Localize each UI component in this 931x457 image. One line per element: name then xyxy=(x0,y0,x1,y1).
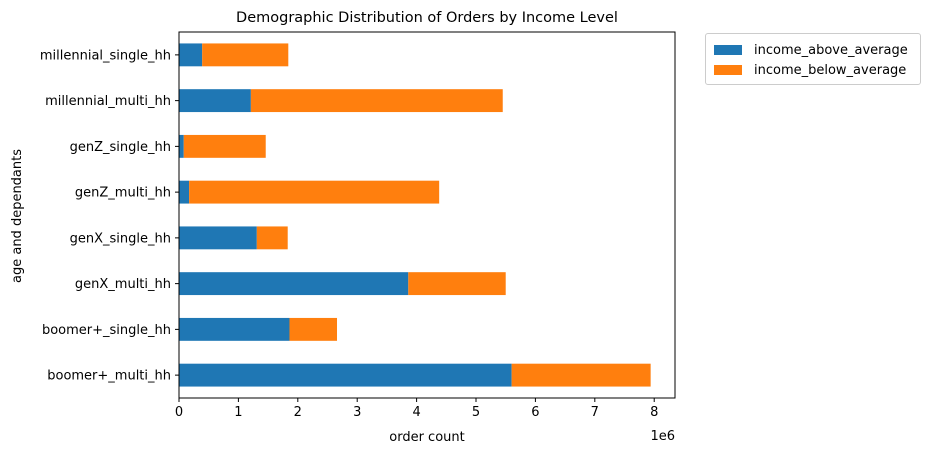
x-tick-label: 7 xyxy=(591,405,599,420)
bar-income-above-average-millennial-multi-hh xyxy=(179,89,251,113)
bar-income-below-average-genz-single-hh xyxy=(183,134,266,158)
y-tick-label: boomer+_single_hh xyxy=(42,323,171,338)
x-tick-label: 8 xyxy=(650,405,658,420)
x-scale-label: 1e6 xyxy=(650,429,675,444)
bar-income-above-average-millennial-single-hh xyxy=(179,43,203,67)
chart-title: Demographic Distribution of Orders by In… xyxy=(236,10,618,26)
x-tick-label: 1 xyxy=(234,405,242,420)
bar-income-below-average-millennial-multi-hh xyxy=(250,89,503,113)
bar-income-above-average-boomer-single-hh xyxy=(179,317,290,341)
bar-income-below-average-boomer-single-hh xyxy=(289,317,338,341)
x-tick-label: 5 xyxy=(472,405,480,420)
bar-income-below-average-genx-single-hh xyxy=(256,226,288,250)
legend-swatch-income-above-average xyxy=(714,45,742,55)
legend-item-income-below-average: income_below_average xyxy=(714,62,906,78)
x-tick-label: 6 xyxy=(531,405,539,420)
bar-income-above-average-genx-single-hh xyxy=(179,226,257,250)
x-tick-label: 0 xyxy=(175,405,183,420)
legend-label-income-above-average: income_above_average xyxy=(754,42,908,58)
x-axis-label: order count xyxy=(389,430,464,445)
y-tick-label: millennial_single_hh xyxy=(40,48,171,63)
y-axis-label: age and dependants xyxy=(10,149,25,283)
bars-layer xyxy=(179,43,651,387)
legend-item-income-above-average: income_above_average xyxy=(714,42,908,58)
bar-income-below-average-boomer-multi-hh xyxy=(511,363,651,387)
x-tick-label: 2 xyxy=(294,405,302,420)
legend: income_above_average income_below_averag… xyxy=(705,33,921,85)
x-tick-label: 4 xyxy=(412,405,420,420)
y-tick-label: genX_single_hh xyxy=(70,231,171,246)
bar-income-above-average-genx-multi-hh xyxy=(179,272,409,296)
y-tick-label: boomer+_multi_hh xyxy=(47,369,171,384)
plot-frame xyxy=(178,31,676,399)
axes-layer: 0 1 2 3 4 5 6 7 8 boomer+_multi_hh boomer+_single_… xyxy=(40,31,676,420)
bar-income-below-average-genx-multi-hh xyxy=(408,272,506,296)
bar-income-above-average-boomer-multi-hh xyxy=(179,363,512,387)
x-tick-label: 3 xyxy=(353,405,361,420)
legend-label-income-below-average: income_below_average xyxy=(754,62,907,78)
legend-swatch-income-below-average xyxy=(714,65,742,75)
y-tick-label: millennial_multi_hh xyxy=(45,94,171,109)
y-tick-label: genZ_multi_hh xyxy=(75,186,171,201)
bar-income-above-average-genz-single-hh xyxy=(179,134,184,158)
bar-income-below-average-millennial-single-hh xyxy=(202,43,289,67)
bar-income-below-average-genz-multi-hh xyxy=(189,180,440,204)
y-tick-label: genX_multi_hh xyxy=(75,277,171,292)
bar-income-above-average-genz-multi-hh xyxy=(179,180,190,204)
y-tick-label: genZ_single_hh xyxy=(70,140,171,155)
